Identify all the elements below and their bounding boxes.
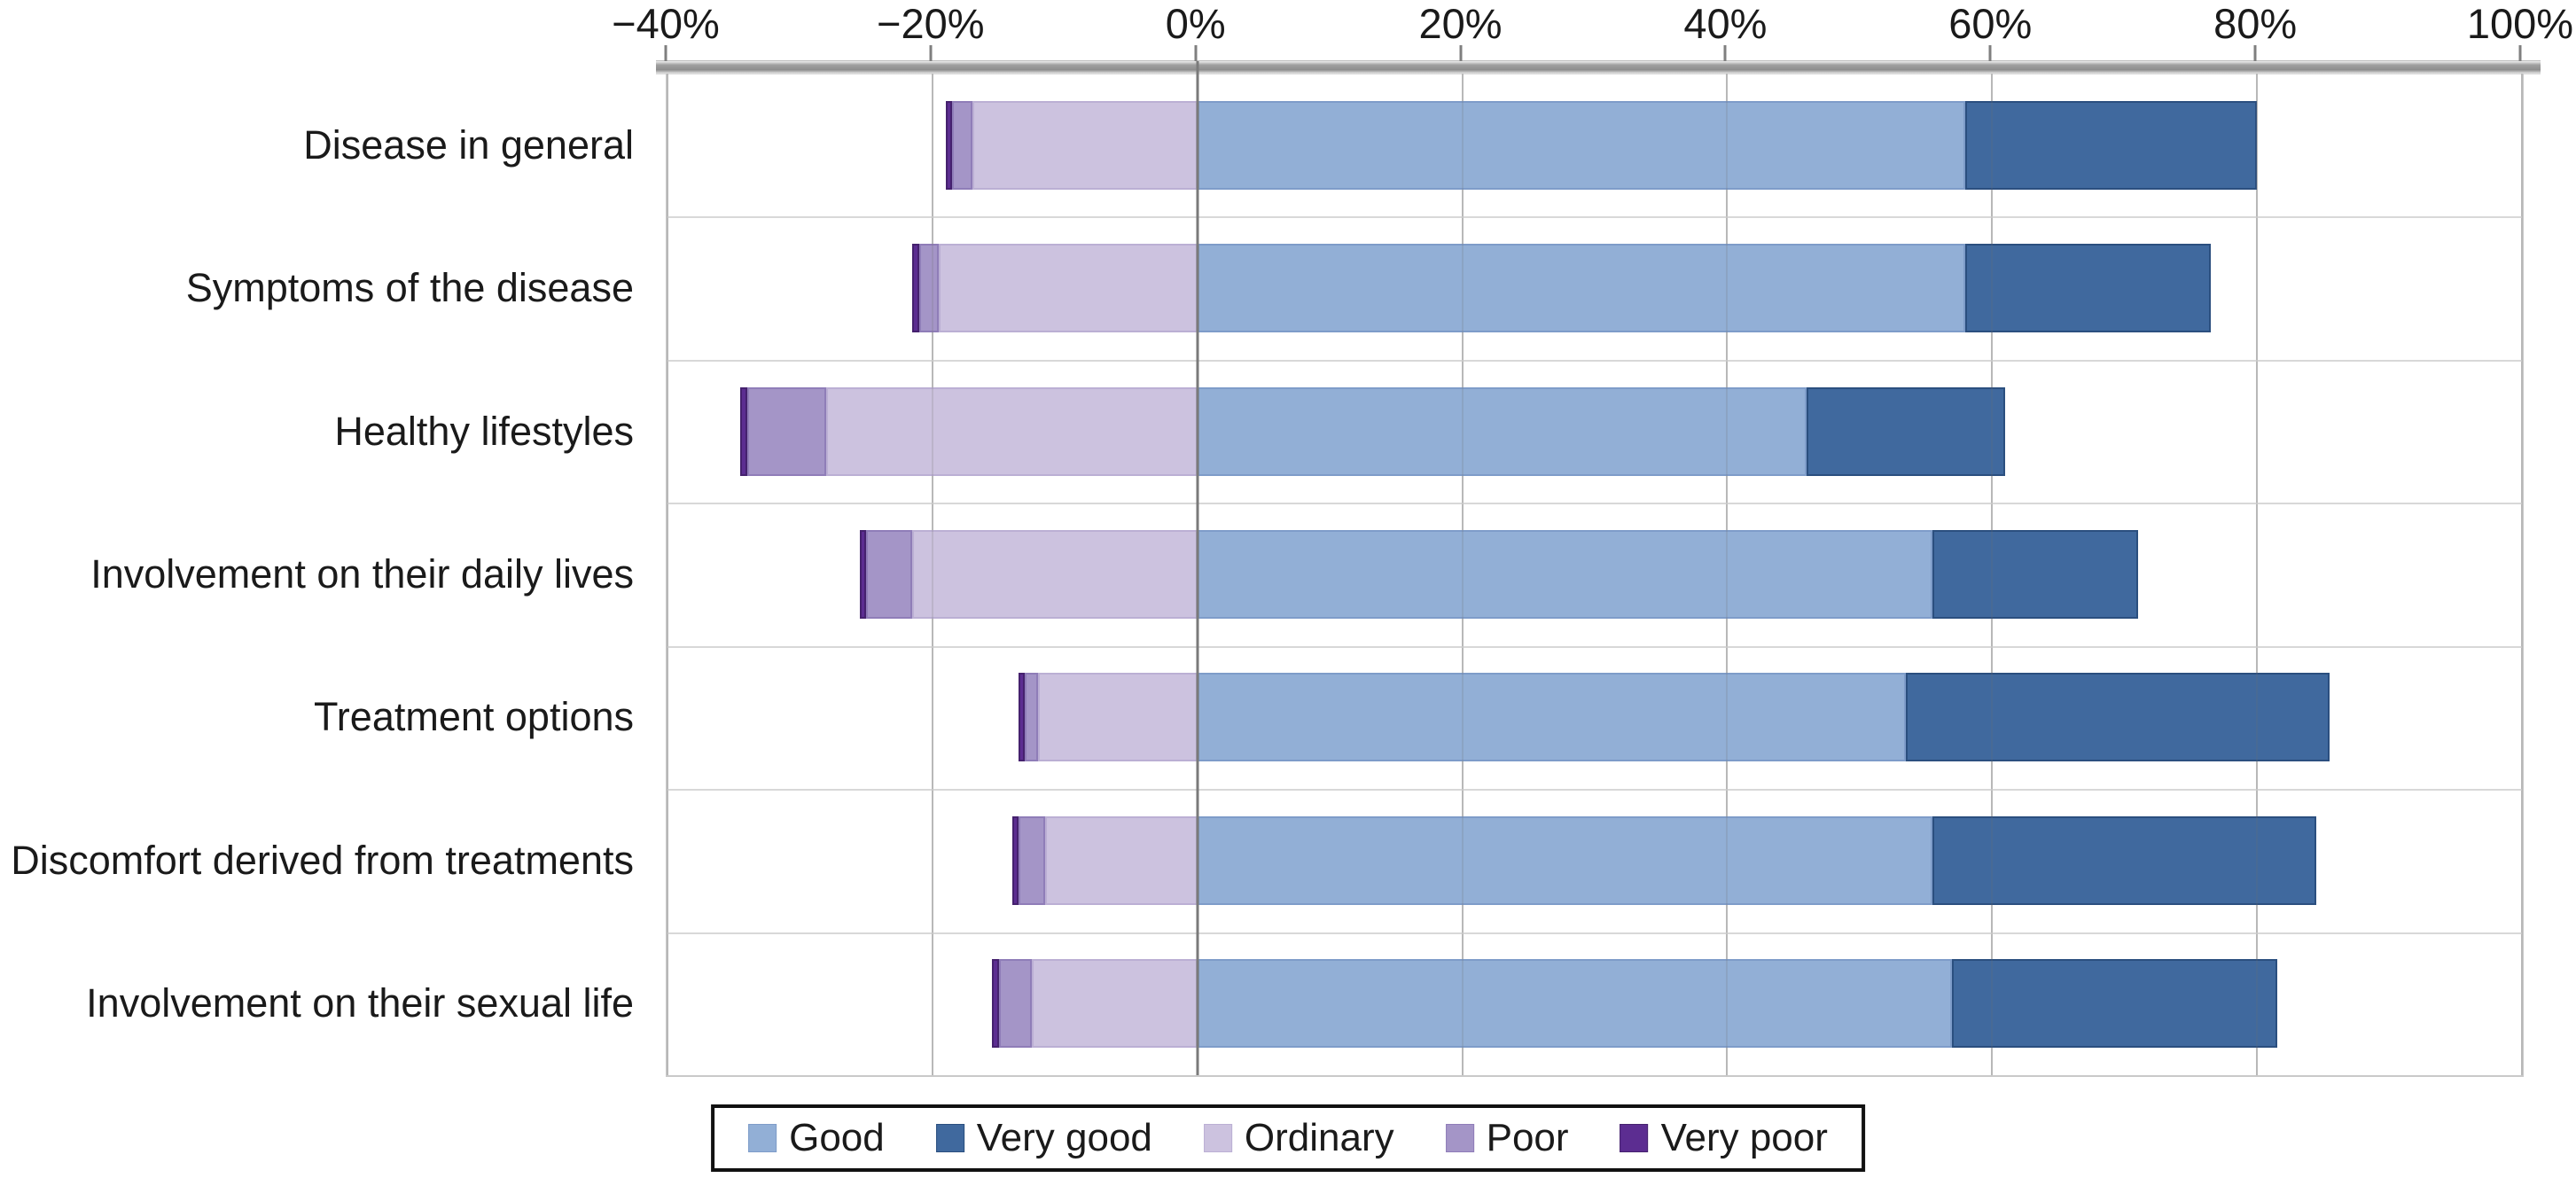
- vertical-gridline: [2256, 74, 2259, 1075]
- bar-segment-very-poor: [992, 959, 999, 1049]
- category-label: Involvement on their sexual life: [86, 980, 634, 1026]
- bar-segment-good: [1197, 959, 1953, 1049]
- x-axis-tick-label: 40%: [1683, 0, 1768, 47]
- legend-item-good: Good: [748, 1119, 885, 1158]
- bar-segment-very-poor: [945, 100, 953, 190]
- bar-segment-very-poor: [1011, 815, 1019, 905]
- bar-segment-good: [1197, 244, 1966, 333]
- bar-segment-ordinary: [826, 386, 1198, 476]
- plot-area: [666, 61, 2524, 1077]
- legend-label: Good: [789, 1116, 885, 1159]
- legend-color-swatch: [1203, 1124, 1232, 1152]
- bar-segment-poor: [998, 959, 1032, 1049]
- bar-segment-poor: [746, 386, 827, 476]
- legend-label: Ordinary: [1244, 1116, 1394, 1159]
- bar-segment-very-good: [1965, 100, 2258, 190]
- bar-segment-ordinary: [1031, 959, 1198, 1049]
- bar-segment-very-poor: [859, 529, 867, 620]
- x-axis-labels: −40% −20% 0% 20% 40% 60% 80% 100%: [0, 0, 2576, 51]
- bar-segment-very-good: [1932, 815, 2317, 905]
- vertical-gridline-overlay: [931, 74, 933, 1075]
- category-label: Treatment options: [313, 694, 634, 740]
- bar-segment-very-good: [1965, 244, 2211, 333]
- bar-segment-good: [1197, 100, 1966, 190]
- vertical-gridline-overlay: [1726, 74, 1729, 1075]
- bar-segment-ordinary: [972, 100, 1198, 190]
- legend-color-swatch: [748, 1124, 777, 1152]
- legend-item-poor: Poor: [1445, 1116, 1569, 1159]
- legend-color-swatch: [935, 1124, 964, 1152]
- x-axis-tick-mark: [1459, 45, 1463, 61]
- bar-segment-ordinary: [939, 244, 1198, 333]
- bar-segment-ordinary: [1038, 673, 1198, 762]
- x-axis-tick-label: 60%: [1948, 0, 2033, 47]
- legend-item-very-poor: Very poor: [1620, 1119, 1828, 1158]
- bar-segment-very-good: [1807, 386, 2006, 476]
- horizontal-gridline: [667, 645, 2522, 648]
- bar-segment-poor: [1025, 673, 1039, 762]
- category-label: Disease in general: [303, 121, 634, 168]
- horizontal-gridline: [667, 503, 2522, 505]
- legend: Good Very good Ordinary Poor Very poor: [711, 1104, 1865, 1172]
- x-axis-tick-label: 80%: [2213, 0, 2298, 47]
- horizontal-gridline: [667, 932, 2522, 934]
- legend-label: Poor: [1486, 1116, 1569, 1159]
- bar-segment-good: [1197, 815, 1933, 905]
- x-axis-tick-label: 20%: [1418, 0, 1503, 47]
- x-axis-tick-mark: [2253, 45, 2257, 61]
- vertical-gridline-overlay: [2256, 74, 2259, 1075]
- bar-segment-ordinary: [912, 529, 1198, 620]
- bar-segment-very-good: [1906, 673, 2330, 762]
- vertical-gridline-overlay: [667, 74, 668, 1075]
- x-axis-tick-label: −40%: [612, 0, 720, 47]
- legend-item-ordinary: Ordinary: [1203, 1116, 1394, 1159]
- legend-item-very-good: Very good: [935, 1116, 1152, 1159]
- vertical-gridline: [667, 74, 668, 1075]
- bar-segment-very-poor: [740, 386, 747, 476]
- bar-segment-very-poor: [912, 244, 919, 333]
- vertical-gridline-overlay: [1991, 74, 1994, 1075]
- bar-segment-very-good: [1952, 959, 2277, 1049]
- category-label: Symptoms of the disease: [185, 265, 634, 311]
- bar-segment-good: [1197, 386, 1807, 476]
- x-axis-tick-mark: [929, 45, 933, 61]
- horizontal-gridline: [667, 789, 2522, 792]
- legend-color-swatch: [1620, 1124, 1649, 1152]
- x-axis-tick-mark: [1194, 45, 1198, 61]
- bar-segment-very-good: [1932, 529, 2138, 620]
- x-axis-line: [656, 45, 2541, 74]
- category-label: Healthy lifestyles: [334, 408, 634, 454]
- bar-segment-poor: [918, 244, 940, 333]
- bar-segment-poor: [952, 100, 972, 190]
- category-label: Involvement on their daily lives: [90, 550, 634, 597]
- horizontal-gridline: [667, 216, 2522, 219]
- bar-segment-poor: [1018, 815, 1045, 905]
- x-axis-tick-label: −20%: [877, 0, 985, 47]
- legend-label: Very poor: [1660, 1116, 1828, 1159]
- x-axis-tick-label: 100%: [2466, 0, 2574, 47]
- y-axis-category-labels: Disease in general Symptoms of the diseas…: [0, 74, 650, 1075]
- bar-segment-poor: [866, 529, 913, 620]
- bar-segment-very-poor: [1018, 673, 1026, 762]
- vertical-gridline-overlay: [1461, 74, 1464, 1075]
- legend-color-swatch: [1445, 1124, 1474, 1152]
- vertical-gridline: [2521, 74, 2523, 1075]
- legend-label: Very good: [976, 1116, 1152, 1159]
- category-label: Discomfort derived from treatments: [11, 837, 634, 883]
- bar-segment-good: [1197, 529, 1933, 620]
- bar-segment-ordinary: [1044, 815, 1198, 905]
- x-axis-tick-mark: [1723, 45, 1727, 61]
- vertical-gridline-overlay: [2521, 74, 2523, 1075]
- zero-baseline: [1196, 61, 1199, 1075]
- horizontal-gridline: [667, 359, 2522, 362]
- x-axis-tick-mark: [2518, 45, 2522, 61]
- x-axis-tick-label: 0%: [1165, 0, 1226, 47]
- x-axis-tick-mark: [1988, 45, 1992, 61]
- x-axis-tick-mark: [664, 45, 667, 61]
- bar-segment-good: [1197, 673, 1907, 762]
